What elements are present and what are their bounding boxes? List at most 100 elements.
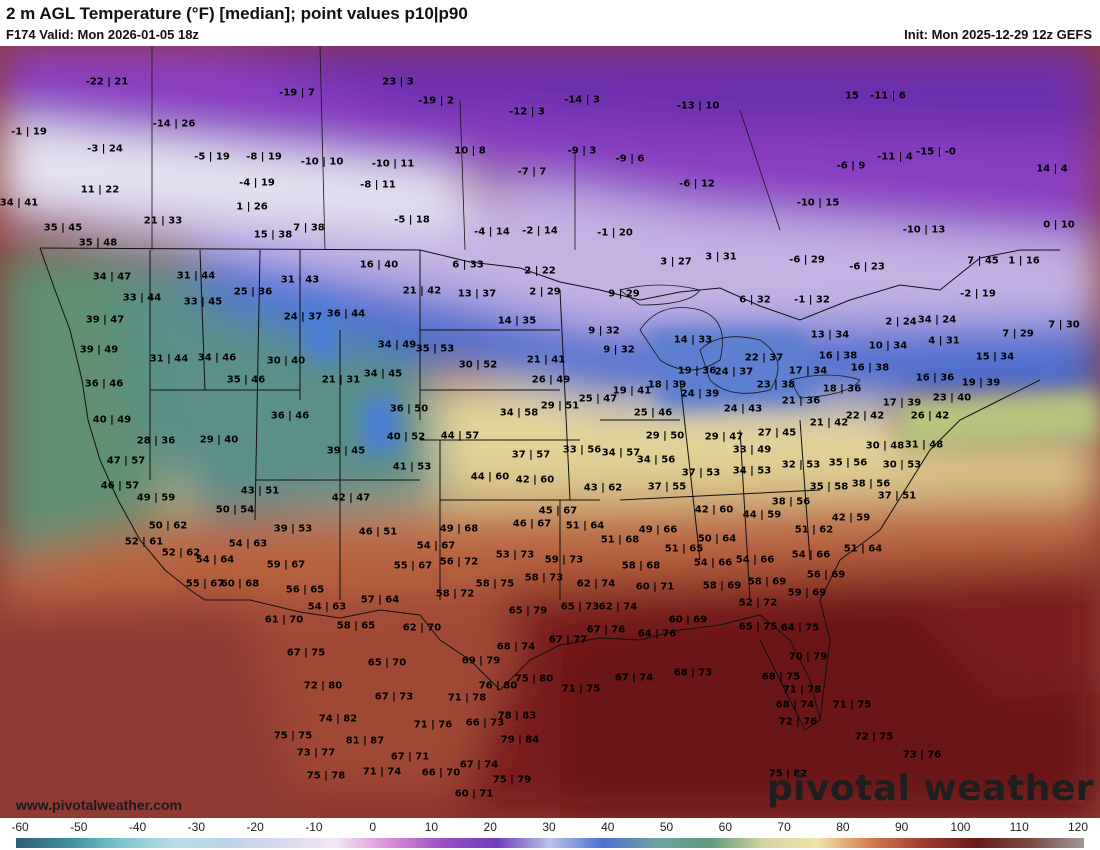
color-scale-tick: 60 [718,820,733,834]
point-value: 31 | 43 [280,274,320,286]
point-value: 73 | 77 [296,747,336,759]
point-value: 72 | 75 [854,731,894,743]
point-value: 29 | 47 [704,431,744,443]
point-value: 60 | 71 [635,581,675,593]
point-value: 35 | 58 [809,481,849,493]
point-value: 42 | 59 [831,512,871,524]
point-value: 34 | 57 [601,447,641,459]
color-scale-tick: 120 [1067,820,1089,834]
point-value: 39 | 49 [79,344,119,356]
point-value: 29 | 51 [540,400,580,412]
point-value: 7 | 45 [967,255,999,267]
color-scale: -60 -50 -40 -30 -20 -10 0 10 20 30 40 50 60 70 80 90 100… [0,818,1100,850]
point-value: 52 | 61 [124,536,164,548]
point-value: 60 | 71 [454,788,494,800]
point-value: 50 | 62 [148,520,188,532]
point-value: 24 | 37 [283,311,323,323]
point-value: 43 | 51 [240,485,280,497]
color-scale-tick: -30 [187,820,205,834]
point-value: 71 | 75 [561,683,601,695]
color-scale-tick: 20 [483,820,497,834]
point-value: 24 | 37 [714,366,754,378]
point-value: -10 | 10 [300,156,344,168]
point-value: 21 | 36 [781,395,821,407]
point-value: -19 | 7 [279,87,315,99]
point-value: 7 | 29 [1002,328,1034,340]
point-value: 34 | 45 [363,368,403,380]
point-value: 54 | 67 [416,540,456,552]
point-value: -7 | 7 [517,166,547,178]
point-value: -4 | 14 [474,226,510,238]
point-value: -1 | 19 [11,126,47,138]
point-value: 34 | 24 [917,314,957,326]
point-value: 46 | 67 [512,518,552,530]
brand-logo: pivotal weather [766,768,1094,809]
point-value: -9 | 6 [615,153,645,165]
point-value: 42 | 60 [515,474,555,486]
point-value: 54 | 66 [693,557,733,569]
point-value: 56 | 72 [439,556,479,568]
point-value: 51 | 64 [565,520,605,532]
point-value: 79 | 84 [500,734,540,746]
point-value: 74 | 82 [318,713,358,725]
color-scale-tick: 50 [659,820,674,834]
point-value: 67 | 76 [586,624,626,636]
point-value: 30 | 40 [266,355,306,367]
point-value: 46 | 51 [358,526,398,538]
point-value: -22 | 21 [85,76,129,88]
point-value: -6 | 29 [789,254,825,266]
point-value: 29 | 50 [645,430,685,442]
point-value: 68 | 74 [496,641,536,653]
point-value: 42 | 60 [694,504,734,516]
point-value: 14 | 4 [1036,163,1068,175]
point-value: 59 | 69 [787,587,827,599]
point-value: 67 | 74 [459,759,499,771]
point-value: 34 | 47 [92,271,132,283]
point-value: 1 | 26 [236,201,268,213]
point-value: 72 | 76 [778,716,818,728]
point-value: 37 | 51 [877,490,917,502]
point-value: -14 | 3 [564,94,600,106]
point-value: 54 | 63 [307,601,347,613]
temperature-map[interactable]: -22 | 21 -19 | 7 23 | 3 -19 | 2 -12 | 3 -14 |… [0,46,1100,818]
point-value: 21 | 42 [809,417,849,429]
point-value: -8 | 19 [246,151,282,163]
point-value: 36 | 46 [84,378,124,390]
point-value: 13 | 34 [810,329,850,341]
point-value: -3 | 24 [87,143,123,155]
point-value: 71 | 74 [362,766,402,778]
point-value: 16 | 38 [850,362,890,374]
point-value: 35 | 53 [415,343,455,355]
point-value: 24 | 39 [680,388,720,400]
point-value: 21 | 41 [526,354,566,366]
point-value: 64 | 76 [637,628,677,640]
point-value: 31 | 48 [904,439,944,451]
point-value: 52 | 72 [738,597,778,609]
temperature-shading [0,46,1100,818]
point-value: 23 | 40 [932,392,972,404]
point-value: 51 | 64 [843,543,883,555]
color-scale-tick: 90 [894,820,909,834]
point-value: 67 | 77 [548,634,588,646]
point-value: 47 | 57 [106,455,146,467]
point-value: -5 | 18 [394,214,430,226]
color-scale-tick: 10 [424,820,439,834]
point-value: 66 | 73 [465,717,505,729]
point-value: 76 | 80 [478,680,518,692]
point-value: 22 | 37 [744,352,784,364]
point-value: -4 | 19 [239,177,275,189]
point-value: 35 | 45 [43,222,83,234]
point-value: 44 | 57 [440,430,480,442]
point-value: 68 | 75 [761,671,801,683]
color-scale-tick: 30 [542,820,556,834]
point-value: 40 | 49 [92,414,132,426]
point-value: 75 | 82 [768,768,808,780]
point-value: 59 | 67 [266,559,306,571]
point-value: 40 | 52 [386,431,426,443]
point-value: -10 | 13 [902,224,946,236]
point-value: 21 | 42 [402,285,442,297]
point-value: 52 | 62 [161,547,201,559]
point-value: 38 | 56 [851,478,891,490]
point-value: 58 | 69 [702,580,742,592]
point-value: 3 | 27 [660,256,692,268]
